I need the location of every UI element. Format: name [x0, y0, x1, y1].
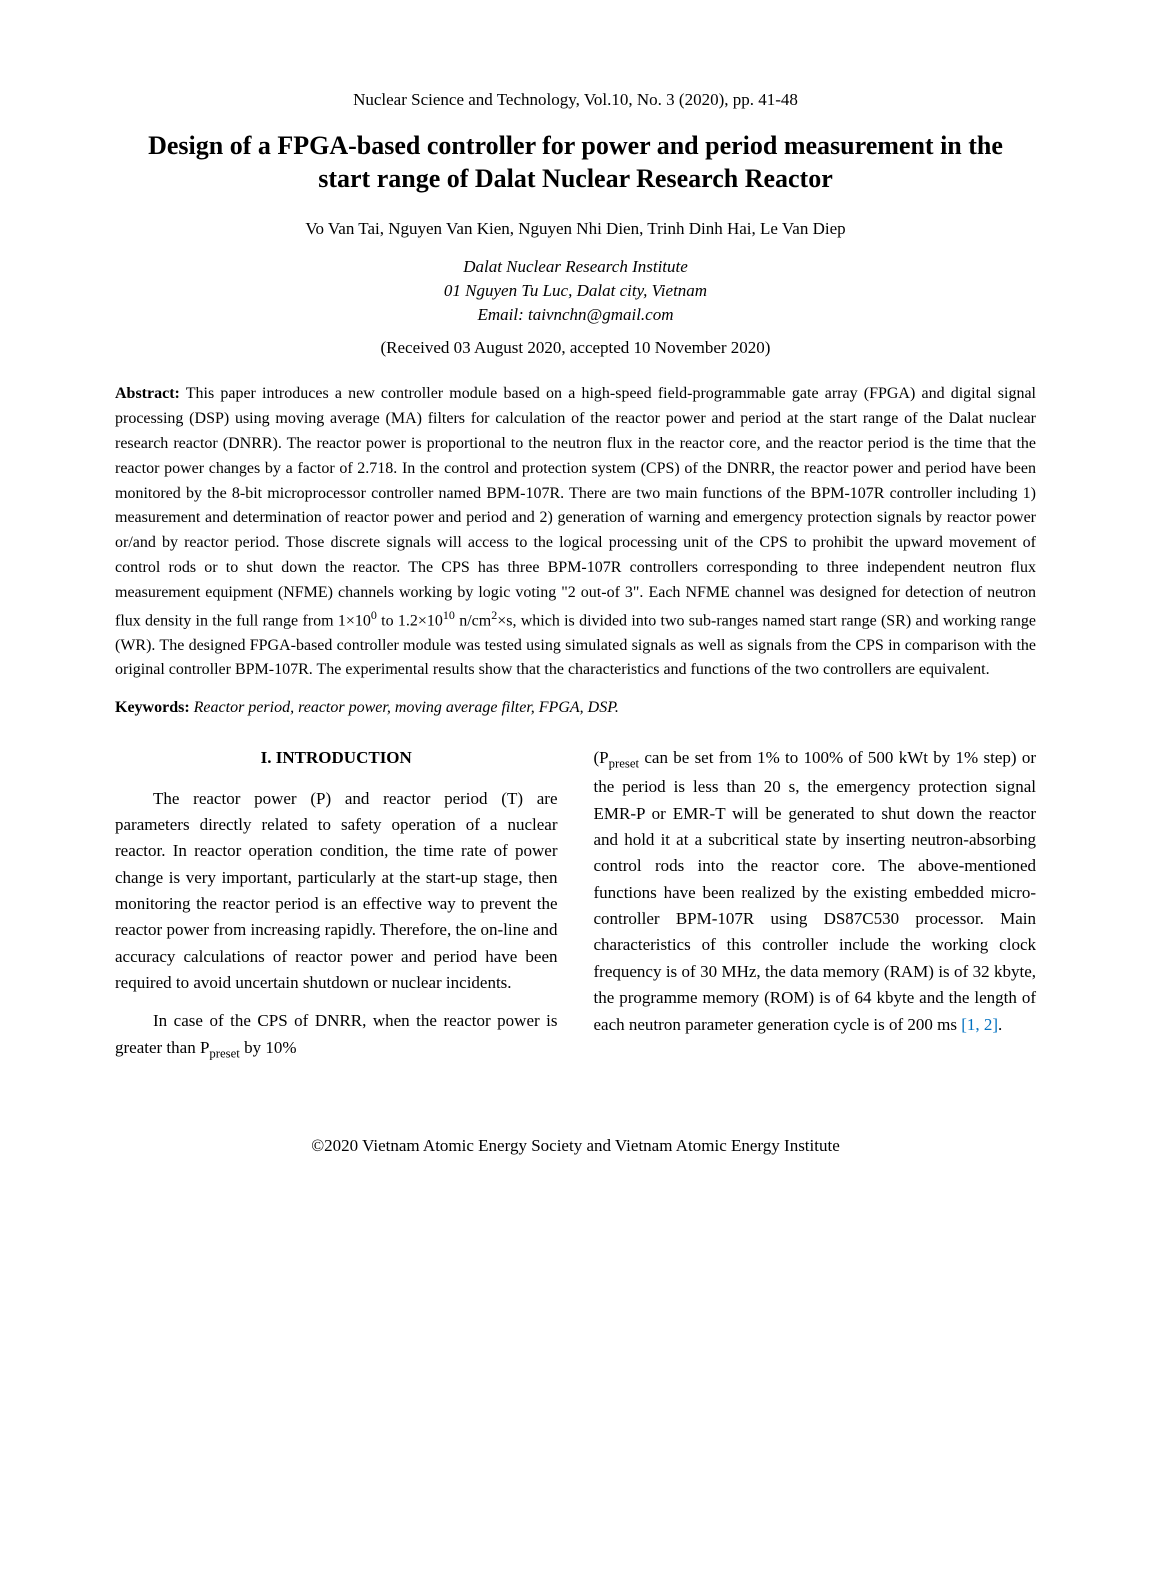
- paragraph-2-left: In case of the CPS of DNRR, when the rea…: [115, 1008, 558, 1063]
- abstract-text-pre: This paper introduces a new controller m…: [115, 385, 1036, 629]
- abstract-text-mid: to 1.2×10: [377, 612, 443, 629]
- affiliation-address: 01 Nguyen Tu Luc, Dalat city, Vietnam: [115, 279, 1036, 303]
- affiliation-email: Email: taivnchn@gmail.com: [115, 303, 1036, 327]
- abstract-unit-n: n/cm: [455, 612, 491, 629]
- affiliation-institute: Dalat Nuclear Research Institute: [115, 255, 1036, 279]
- affiliation-block: Dalat Nuclear Research Institute 01 Nguy…: [115, 255, 1036, 326]
- p2d: can be set from 1% to 100% of 500 kWt by…: [594, 748, 1037, 1033]
- p2-sub2: preset: [609, 757, 639, 771]
- keywords-text: Reactor period, reactor power, moving av…: [190, 699, 619, 716]
- p2b: by 10%: [240, 1038, 297, 1057]
- abstract-block: Abstract: This paper introduces a new co…: [115, 382, 1036, 683]
- body-columns: I. INTRODUCTION The reactor power (P) an…: [115, 745, 1036, 1076]
- section-1-heading: I. INTRODUCTION: [115, 745, 558, 771]
- p2a: In case of the CPS of DNRR, when the rea…: [115, 1011, 558, 1056]
- submission-dates: (Received 03 August 2020, accepted 10 No…: [115, 338, 1036, 358]
- paragraph-2-right: (Ppreset can be set from 1% to 100% of 5…: [594, 745, 1037, 1038]
- journal-header: Nuclear Science and Technology, Vol.10, …: [115, 90, 1036, 110]
- copyright-footer: ©2020 Vietnam Atomic Energy Society and …: [115, 1136, 1036, 1156]
- p2c: (P: [594, 748, 609, 767]
- abstract-label: Abstract:: [115, 385, 180, 402]
- keywords-block: Keywords: Reactor period, reactor power,…: [115, 699, 1036, 717]
- authors-line: Vo Van Tai, Nguyen Van Kien, Nguyen Nhi …: [115, 219, 1036, 239]
- p2e: .: [998, 1015, 1002, 1034]
- right-column: (Ppreset can be set from 1% to 100% of 5…: [594, 745, 1037, 1076]
- paper-title: Design of a FPGA-based controller for po…: [115, 130, 1036, 195]
- left-column: I. INTRODUCTION The reactor power (P) an…: [115, 745, 558, 1076]
- keywords-label: Keywords:: [115, 699, 190, 716]
- abstract-exp2: 10: [443, 608, 455, 622]
- paragraph-1: The reactor power (P) and reactor period…: [115, 786, 558, 997]
- reference-link-1-2[interactable]: [1, 2]: [961, 1015, 998, 1034]
- p2-sub1: preset: [209, 1046, 239, 1060]
